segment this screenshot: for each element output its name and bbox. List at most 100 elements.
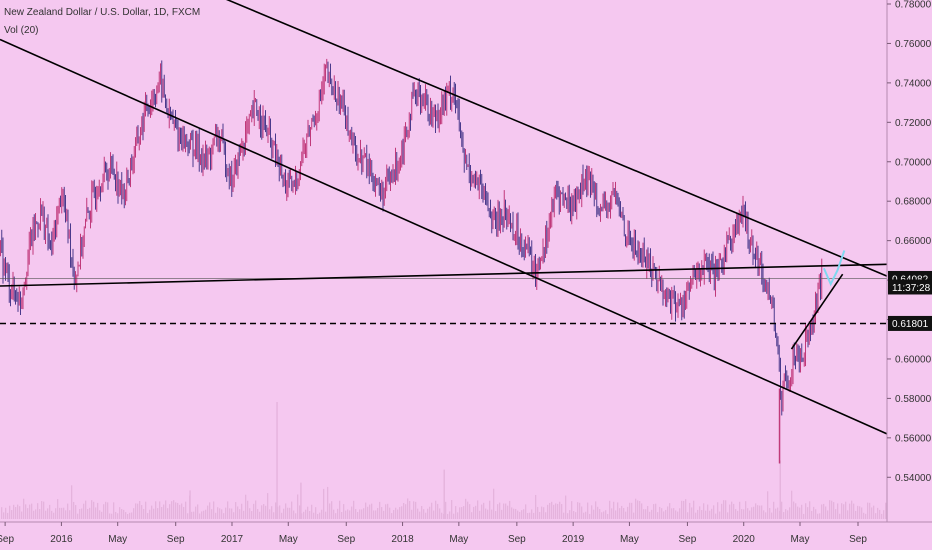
volume-bar <box>723 500 725 519</box>
volume-bar <box>749 510 751 519</box>
volume-bar <box>373 510 375 519</box>
volume-bar <box>707 504 709 519</box>
volume-bar <box>803 513 805 519</box>
volume-bar <box>457 512 459 519</box>
volume-bar <box>619 508 621 519</box>
volume-bar <box>291 501 293 519</box>
trendline-lower-channel[interactable] <box>0 38 888 435</box>
volume-bar <box>339 500 341 519</box>
price-layer <box>0 58 823 464</box>
volume-bar <box>279 505 281 519</box>
volume-bar <box>519 511 521 519</box>
volume-bar <box>413 501 415 519</box>
volume-bar <box>409 500 411 519</box>
volume-bar <box>763 510 765 519</box>
volume-bar <box>885 502 887 519</box>
volume-bar <box>345 510 347 519</box>
x-tick-label: May <box>279 534 298 545</box>
volume-bar <box>521 510 523 519</box>
volume-bar <box>211 509 213 519</box>
volume-bar <box>703 503 705 519</box>
volume-bar <box>853 503 855 519</box>
volume-bar <box>833 502 835 519</box>
x-tick-label: 2018 <box>391 534 414 545</box>
volume-bar <box>549 502 551 519</box>
projection-path[interactable] <box>822 250 846 287</box>
volume-bar <box>517 510 519 519</box>
volume-bar <box>759 505 761 519</box>
volume-bar <box>241 503 243 519</box>
volume-bar <box>71 485 73 519</box>
volume-bar <box>513 508 515 519</box>
volume-bar <box>565 495 567 519</box>
volume-bar <box>501 509 503 519</box>
volume-bar <box>485 508 487 519</box>
volume-spike <box>300 482 302 519</box>
volume-bar <box>659 506 661 519</box>
y-tick-label: 0.78000 <box>895 0 932 11</box>
volume-bar <box>435 500 437 519</box>
volume-bar <box>871 507 873 519</box>
volume-bar <box>635 498 637 519</box>
volume-bar <box>823 503 825 519</box>
volume-bar <box>319 512 321 519</box>
volume-bar <box>25 504 27 519</box>
volume-bar <box>295 513 297 519</box>
volume-bar <box>325 511 327 519</box>
volume-bar <box>117 513 119 519</box>
volume-bar <box>243 510 245 519</box>
volume-bar <box>361 509 363 519</box>
volume-bar <box>293 510 295 519</box>
volume-bar <box>593 509 595 519</box>
x-tick-label: May <box>620 534 639 545</box>
volume-bar <box>545 512 547 519</box>
volume-bar <box>617 502 619 519</box>
volume-bar <box>681 500 683 519</box>
trendline-recovery-line[interactable] <box>790 273 844 350</box>
volume-bar <box>427 508 429 519</box>
volume-bar <box>637 500 639 519</box>
volume-bar <box>829 500 831 519</box>
volume-bar <box>527 513 529 519</box>
volume-bar <box>663 511 665 519</box>
volume-bar <box>369 504 371 519</box>
volume-bar <box>459 507 461 519</box>
volume-bar <box>363 508 365 519</box>
volume-bar <box>67 503 69 519</box>
volume-bar <box>7 512 9 519</box>
volume-bar <box>641 503 643 519</box>
volume-bar <box>475 505 477 519</box>
volume-bar <box>621 505 623 519</box>
projection-layer <box>822 250 846 287</box>
volume-bar <box>873 505 875 519</box>
volume-bar <box>247 500 249 519</box>
volume-bar <box>419 511 421 519</box>
volume-bar <box>285 503 287 519</box>
volume-bar <box>613 501 615 519</box>
volume-bar <box>353 500 355 519</box>
y-tick-label: 0.66000 <box>895 236 932 247</box>
volume-bar <box>721 503 723 519</box>
volume-bar <box>227 501 229 519</box>
volume-bar <box>237 506 239 519</box>
volume-bar <box>835 509 837 519</box>
volume-bar <box>743 509 745 519</box>
volume-bar <box>825 506 827 519</box>
time-axis[interactable]: Sep 2016 May Sep 2017 May Sep 2018 May Sep 2019 May… <box>0 522 867 545</box>
volume-bar <box>397 509 399 519</box>
volume-bar <box>531 509 533 519</box>
volume-bar <box>33 510 35 519</box>
trendline-horizontal-support[interactable] <box>0 263 888 287</box>
volume-bar <box>731 501 733 519</box>
volume-indicator-label[interactable]: Vol (20) <box>4 25 38 36</box>
volume-bar <box>757 505 759 519</box>
volume-bar <box>313 512 315 519</box>
trendline-upper-channel[interactable] <box>223 0 888 277</box>
volume-bar <box>253 503 255 519</box>
chart-title: New Zealand Dollar / U.S. Dollar, 1D, FX… <box>4 7 200 18</box>
volume-bar <box>587 502 589 519</box>
volume-bar <box>433 510 435 519</box>
volume-bar <box>303 511 305 519</box>
volume-bar <box>1 507 3 519</box>
